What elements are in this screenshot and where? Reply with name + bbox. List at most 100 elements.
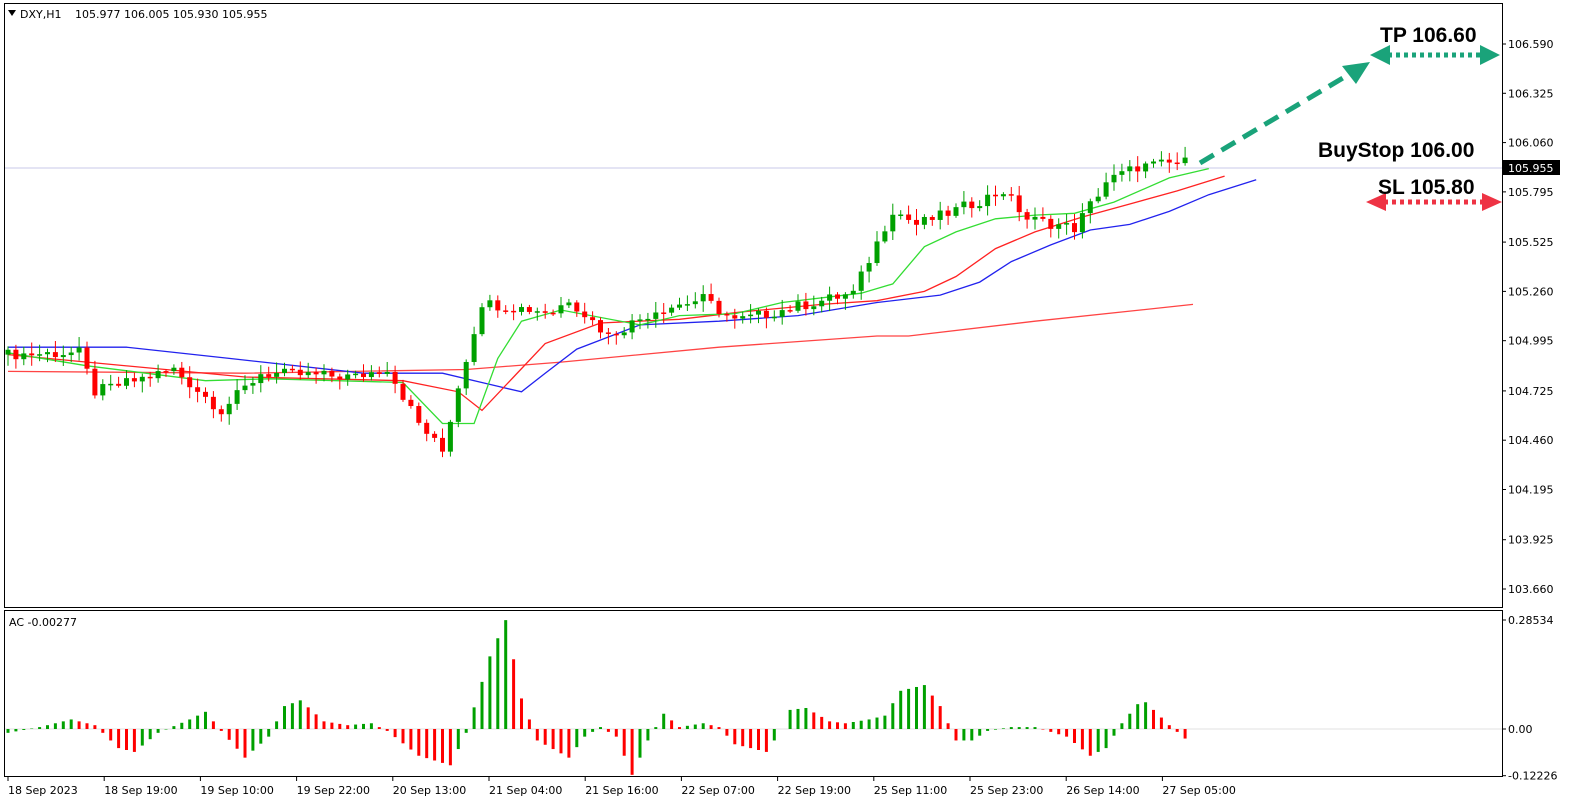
candle-bull	[1079, 213, 1085, 233]
candle-bear	[218, 409, 224, 415]
candle-bull	[1119, 171, 1125, 175]
candle-bull	[250, 383, 256, 386]
candle-bear	[163, 371, 169, 373]
candle-bear	[147, 376, 153, 379]
candle-bull	[771, 316, 777, 319]
candle-bull	[1000, 194, 1006, 197]
candle-bull	[321, 370, 327, 375]
candle-bull	[234, 390, 240, 404]
candle-bull	[961, 201, 967, 208]
candle-bear	[187, 377, 193, 388]
candle-bull	[242, 385, 248, 391]
candle-bull	[629, 320, 635, 333]
price-tick-label: 103.660	[1508, 583, 1554, 596]
candle-bear	[313, 372, 319, 375]
time-tick-label: 21 Sep 16:00	[585, 784, 658, 797]
candle-bear	[511, 310, 517, 313]
candle-bear	[724, 313, 730, 316]
candle-bear	[210, 396, 216, 410]
candle-bull	[842, 294, 848, 299]
candle-bull	[645, 318, 651, 321]
candle-bear	[1166, 159, 1172, 163]
time-tick-label: 26 Sep 14:00	[1066, 784, 1139, 797]
candle-bull	[1087, 201, 1093, 214]
price-tick-label: 106.060	[1508, 137, 1554, 150]
candle-bear	[13, 349, 19, 360]
ac-tick-label: 0.28534	[1508, 614, 1554, 627]
candle-bull	[866, 263, 872, 272]
buystop-label: BuyStop 106.00	[1318, 139, 1474, 162]
price-tick-label: 105.260	[1508, 285, 1554, 298]
time-tick-label: 18 Sep 19:00	[104, 784, 177, 797]
candle-bull	[60, 355, 66, 358]
candle-bear	[787, 310, 793, 312]
ac-tick-label: 0.00	[1508, 723, 1533, 736]
candle-bull	[345, 374, 351, 380]
candle-bear	[92, 368, 98, 396]
candle-bear	[52, 352, 58, 358]
candle-bear	[400, 383, 406, 400]
ma-fast-line	[7, 167, 1209, 425]
candle-bear	[1135, 166, 1141, 172]
candle-bear	[376, 372, 382, 374]
symbol-label: DXY,H1	[20, 8, 62, 21]
candle-bull	[5, 349, 11, 355]
candle-bull	[819, 300, 825, 307]
candle-bull	[977, 206, 983, 209]
ma-long-line	[7, 303, 1194, 374]
candle-bear	[29, 353, 35, 356]
candle-bull	[124, 378, 129, 386]
candle-bear	[116, 383, 122, 386]
candle-bull	[985, 194, 991, 207]
candle-bull	[795, 301, 801, 311]
candle-bull	[874, 241, 880, 264]
price-tick-label: 104.195	[1508, 483, 1554, 496]
candle-bear	[195, 387, 201, 392]
candle-bull	[779, 310, 785, 317]
candle-bear	[582, 311, 588, 318]
candle-bear	[440, 437, 445, 452]
candle-bear	[708, 294, 714, 301]
candle-bear	[84, 347, 90, 369]
candle-bull	[1064, 223, 1070, 225]
candle-bull	[890, 214, 896, 232]
candle-bull	[898, 214, 904, 217]
candle-bull	[1032, 216, 1038, 220]
candle-bear	[613, 333, 619, 336]
candle-bull	[1111, 174, 1117, 183]
candle-bear	[203, 391, 208, 397]
candle-bear	[1024, 212, 1030, 220]
candle-bear	[993, 194, 998, 197]
candle-bull	[850, 290, 856, 295]
sl-arrow-right-icon	[1482, 193, 1502, 211]
candle-bear	[929, 216, 935, 220]
candle-bull	[1158, 159, 1164, 162]
candle-bull	[1095, 196, 1101, 202]
price-tick-label: 104.460	[1508, 434, 1554, 447]
candle-bull	[653, 312, 659, 319]
candle-bull	[740, 316, 746, 319]
candle-bull	[45, 352, 50, 355]
candle-bull	[226, 403, 232, 415]
candle-bull	[100, 384, 106, 396]
candle-bull	[937, 210, 943, 220]
time-tick-label: 20 Sep 13:00	[393, 784, 466, 797]
candles	[5, 146, 1188, 458]
candle-bull	[479, 307, 485, 335]
price-tick-label: 104.725	[1508, 385, 1554, 398]
candle-bull	[1143, 163, 1149, 172]
candle-bear	[803, 301, 809, 310]
time-tick-label: 19 Sep 10:00	[200, 784, 273, 797]
candle-bear	[945, 210, 951, 216]
tp-arrow-right-icon	[1480, 45, 1500, 65]
candle-bear	[495, 300, 501, 311]
candle-bear	[590, 317, 596, 321]
collapse-triangle-icon[interactable]	[8, 10, 16, 16]
price-axis: 106.590 106.325 106.060 105.795 105.525 105.2…	[1502, 38, 1554, 596]
time-tick-label: 25 Sep 11:00	[874, 784, 947, 797]
price-tick-label: 105.795	[1508, 186, 1554, 199]
candle-bear	[1040, 216, 1046, 219]
price-tick-label: 103.925	[1508, 534, 1554, 547]
candle-bear	[503, 310, 509, 312]
